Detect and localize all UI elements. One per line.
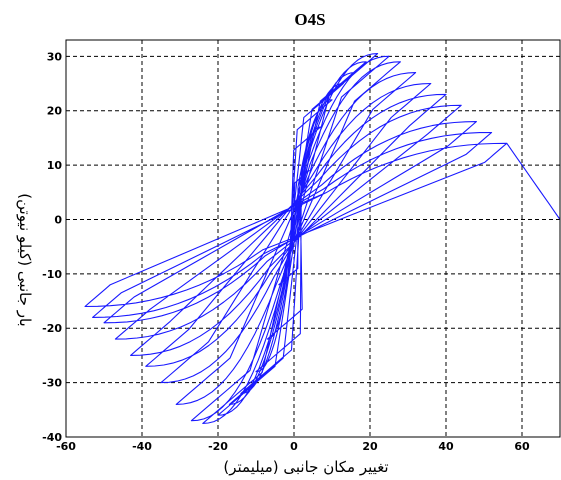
x-tick-label: -20 bbox=[208, 440, 228, 453]
x-tick-label: 20 bbox=[362, 440, 378, 453]
y-tick-label: 30 bbox=[47, 50, 63, 63]
x-tick-labels: -60 -40 -20 0 20 40 60 bbox=[56, 440, 530, 453]
y-tick-label: -10 bbox=[42, 268, 62, 281]
y-tick-labels: 30 20 10 0 -10 -20 -30 -40 bbox=[42, 50, 62, 444]
x-tick-label: 60 bbox=[514, 440, 530, 453]
chart-title: O4S bbox=[294, 10, 325, 29]
y-tick-label: 10 bbox=[47, 159, 63, 172]
x-axis-label: تغییر مکان جانبی (میلیمتر) bbox=[223, 458, 388, 476]
x-tick-label: -40 bbox=[132, 440, 152, 453]
y-tick-label: -40 bbox=[42, 431, 62, 444]
x-tick-label: -60 bbox=[56, 440, 76, 453]
x-tick-label: 0 bbox=[290, 440, 298, 453]
hysteresis-curve bbox=[84, 53, 561, 424]
x-tick-label: 40 bbox=[438, 440, 454, 453]
y-tick-label: -20 bbox=[42, 322, 62, 335]
hysteresis-line bbox=[84, 53, 561, 424]
y-tick-label: 0 bbox=[54, 213, 62, 226]
y-tick-label: 20 bbox=[47, 105, 63, 118]
plot-frame bbox=[65, 39, 561, 438]
grid bbox=[66, 40, 560, 437]
y-tick-label: -30 bbox=[42, 377, 62, 390]
y-axis-label: بار جانبی (کیلو نیوتن) bbox=[16, 193, 34, 326]
